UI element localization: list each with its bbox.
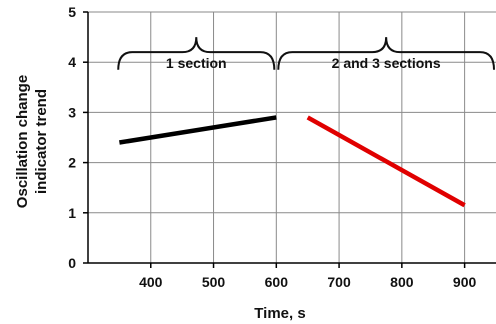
y-tick-label: 1: [68, 205, 76, 221]
x-tick-label: 700: [327, 274, 351, 290]
x-tick-label: 400: [139, 274, 163, 290]
y-axis-title-line: Oscillation change: [14, 75, 31, 208]
y-tick-label: 3: [68, 104, 76, 120]
series: [119, 115, 466, 208]
axes: [83, 11, 496, 268]
series-line-2: [306, 115, 466, 208]
brace-2: [277, 37, 495, 70]
x-tick-label: 800: [390, 274, 414, 290]
x-axis-title: Time, s: [254, 305, 305, 322]
tick-labels: 0 1 2 3 4 5 400 500 600 700 800 900: [68, 4, 476, 290]
x-tick-label: 900: [453, 274, 477, 290]
y-tick-label: 5: [68, 4, 76, 20]
y-axis-title: Oscillation change indicator trend: [14, 75, 50, 208]
x-tick-label: 500: [202, 274, 226, 290]
y-tick-label: 0: [68, 255, 76, 271]
annotation-label-2: 2 and 3 sections: [332, 55, 441, 71]
series-line-1: [119, 115, 277, 145]
x-tick-label: 600: [265, 274, 289, 290]
brace-1: [117, 37, 276, 70]
y-tick-label: 2: [68, 155, 76, 171]
y-axis-title-line: indicator trend: [33, 89, 50, 194]
y-tick-label: 4: [68, 54, 76, 70]
annotations: 1 section 2 and 3 sections: [117, 37, 495, 71]
annotation-label-1: 1 section: [166, 55, 227, 71]
